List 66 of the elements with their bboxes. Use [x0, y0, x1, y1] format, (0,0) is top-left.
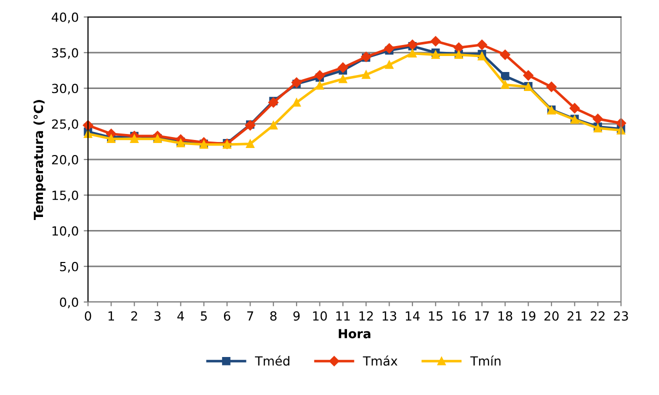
- point: [82, 120, 94, 130]
- point: [316, 81, 324, 90]
- x-tick-label: 4: [177, 311, 184, 321]
- x-tick-label: 9: [293, 311, 300, 321]
- point: [500, 80, 510, 89]
- x-tick-label: 11: [336, 311, 350, 321]
- x-tick-label: 19: [522, 311, 536, 321]
- x-tick-label: 14: [406, 311, 420, 321]
- point: [431, 50, 440, 59]
- point: [546, 82, 557, 92]
- y-tick-label: 30,0: [52, 84, 78, 94]
- point: [500, 50, 510, 60]
- x-tick-label: 17: [475, 311, 489, 321]
- y-tick-label: 15,0: [52, 190, 78, 202]
- x-tick-label: 3: [154, 311, 160, 321]
- x-tick-label: 2: [131, 311, 138, 321]
- x-tick-label: 5: [200, 311, 207, 321]
- point: [592, 114, 603, 124]
- y-tick-label: 20,0: [52, 154, 78, 166]
- point: [246, 140, 254, 148]
- point: [478, 52, 486, 60]
- point: [292, 98, 301, 107]
- x-tick-label: 16: [452, 311, 466, 321]
- x-tick-label: 6: [224, 311, 230, 321]
- y-tick-label: 0,0: [60, 297, 78, 308]
- x-tick-label: 20: [544, 311, 559, 321]
- y-tick-label: 40,0: [52, 12, 78, 24]
- point: [269, 121, 278, 130]
- point: [408, 49, 417, 58]
- x-tick-label: 0: [84, 311, 92, 321]
- x-tick-label: 12: [360, 311, 373, 321]
- point: [338, 62, 348, 73]
- x-tick-label: 18: [498, 311, 512, 321]
- point: [454, 42, 464, 53]
- point: [384, 43, 394, 54]
- x-tick-label: 10: [313, 311, 327, 321]
- y-tick-label: 10,0: [52, 226, 78, 237]
- point: [500, 72, 510, 80]
- point: [362, 70, 370, 79]
- x-axis-title: Hora: [338, 329, 370, 338]
- x-tick-label: 15: [429, 311, 442, 321]
- y-tick-label: 5,0: [60, 262, 78, 273]
- x-tick-label: 13: [382, 311, 396, 321]
- x-tick-label: 7: [247, 311, 254, 321]
- legend-label: Tmín: [470, 356, 500, 366]
- x-tick-label: 8: [270, 311, 277, 321]
- legend-label: Tméd: [254, 356, 290, 366]
- point: [430, 36, 441, 46]
- x-tick-label: 1: [108, 311, 114, 321]
- x-tick-label: 23: [614, 311, 628, 321]
- point: [291, 77, 302, 88]
- point: [476, 40, 488, 50]
- point: [268, 97, 279, 108]
- point: [407, 40, 418, 50]
- point: [314, 70, 325, 81]
- y-tick-label: 25,0: [52, 119, 78, 130]
- y-axis-title: Temperatura (°C): [34, 100, 46, 220]
- point: [523, 70, 534, 81]
- y-tick-label: 35,0: [52, 48, 78, 59]
- point: [570, 103, 580, 114]
- point: [130, 134, 139, 144]
- legend-label: Tmáx: [362, 356, 398, 366]
- point: [385, 60, 394, 69]
- x-tick-label: 22: [590, 311, 605, 321]
- point: [338, 74, 348, 84]
- x-tick-label: 21: [568, 311, 582, 321]
